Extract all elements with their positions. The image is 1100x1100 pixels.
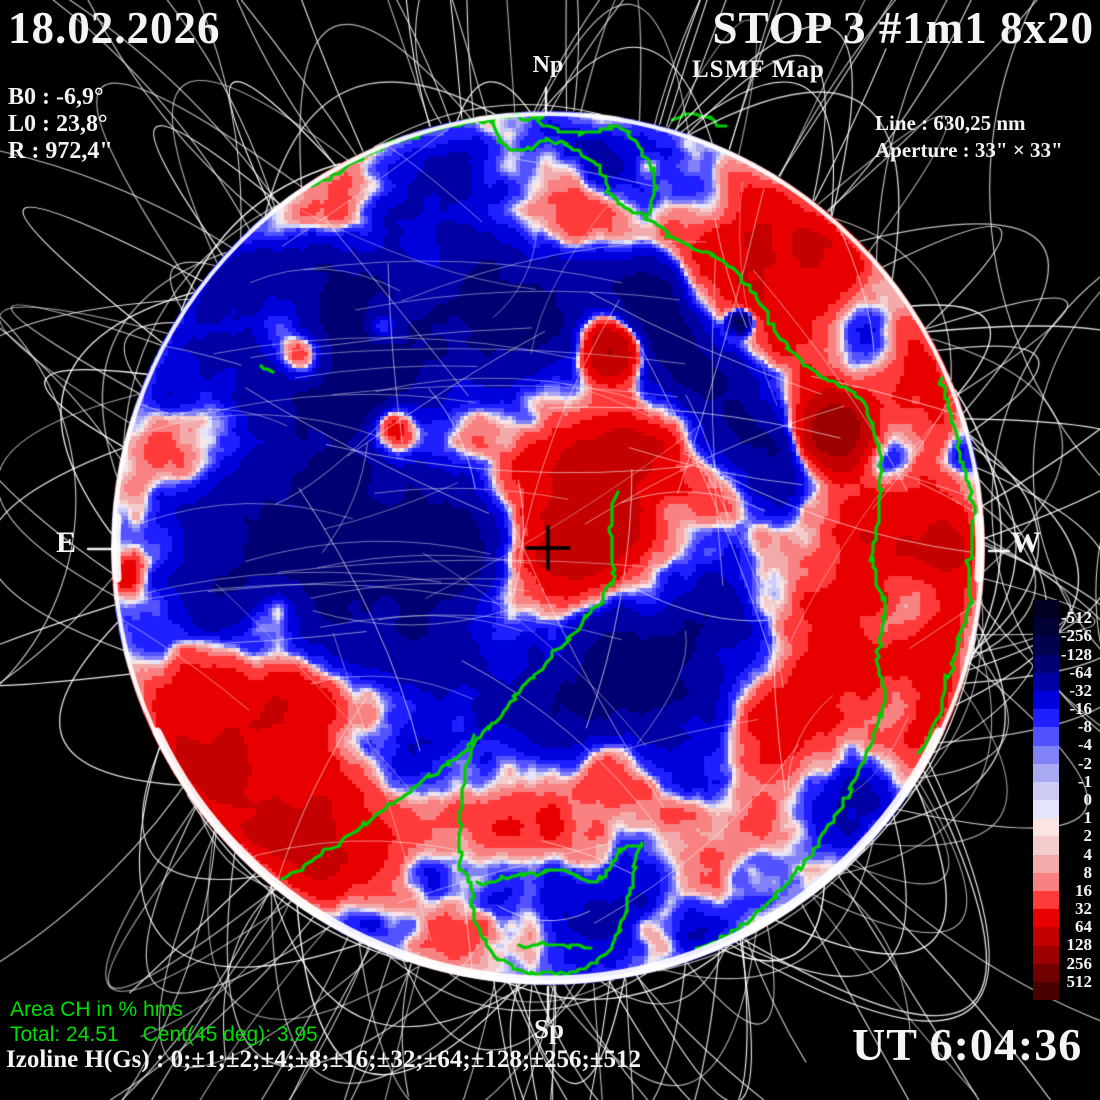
colorbar-cell: [1033, 709, 1059, 728]
area-ch-label: Area CH in % hms: [10, 998, 183, 1021]
izoline-legend: Izoline H(Gs) : 0;±1;±2;±4;±8;±16;±32;±6…: [6, 1046, 642, 1073]
west-label: W: [1011, 526, 1041, 559]
colorbar-cell: [1033, 927, 1059, 946]
colorbar-label: 2: [1083, 826, 1093, 846]
colorbar-label: 64: [1075, 917, 1092, 937]
colorbar-cell: [1033, 945, 1059, 964]
l0-value: L0 : 23,8°: [8, 111, 108, 137]
colorbar-cell: [1033, 909, 1059, 928]
colorbar-label: -8: [1077, 717, 1092, 737]
colorbar-cell: [1033, 891, 1059, 910]
colorbar-cell: [1033, 854, 1059, 873]
colorbar-cell: [1033, 618, 1059, 637]
colorbar-label: -256: [1060, 626, 1092, 646]
colorbar-cell: [1033, 818, 1059, 837]
colorbar-cell: [1033, 636, 1059, 655]
area-cent-value: Cent(45 deg): 3.95: [142, 1023, 318, 1046]
map-type-label: LSMF Map: [692, 56, 825, 83]
area-ch-stats: Total: 24.51 Cent(45 deg): 3.95: [10, 1023, 318, 1047]
colorbar-label: 128: [1066, 935, 1093, 955]
colorbar-label: -128: [1060, 644, 1092, 664]
colorbar-label: 0: [1083, 790, 1093, 809]
colorbar: [1033, 600, 1059, 1001]
instrument-settings: Line : 630,25 nm Aperture : 33" × 33": [875, 110, 1063, 164]
colorbar-label: -64: [1069, 662, 1092, 682]
colorbar-cell: [1033, 963, 1059, 982]
colorbar-cell: [1033, 763, 1059, 782]
colorbar-cell: [1033, 600, 1059, 619]
colorbar-label: -2: [1077, 753, 1092, 773]
page-title: STOP 3 #1m1 8x20: [712, 3, 1094, 53]
area-total-value: Total: 24.51: [10, 1023, 119, 1046]
colorbar-cell: [1033, 800, 1059, 819]
colorbar-cell: [1033, 690, 1059, 710]
colorbar-cell: [1033, 654, 1059, 673]
b0-value: B0 : -6,9°: [8, 84, 104, 110]
east-label: E: [56, 526, 77, 559]
line-value: Line : 630,25 nm: [875, 111, 1026, 135]
colorbar-cell: [1033, 872, 1059, 891]
aperture-value: Aperture : 33" × 33": [875, 138, 1063, 162]
colorbar-label: 32: [1075, 899, 1092, 919]
colorbar-cell: [1033, 745, 1059, 764]
colorbar-label: -4: [1077, 735, 1092, 755]
colorbar-cell: [1033, 672, 1059, 691]
r-value: R : 972,4": [8, 138, 113, 164]
north-pole-label: Np: [532, 52, 564, 78]
colorbar-cell: [1033, 727, 1059, 746]
colorbar-label: -16: [1069, 699, 1092, 719]
colorbar-label: 8: [1083, 862, 1093, 882]
colorbar-cell: [1033, 836, 1059, 855]
colorbar-label: -512: [1060, 608, 1092, 628]
date-label: 18.02.2026: [8, 3, 221, 53]
colorbar-label: 4: [1083, 844, 1093, 864]
colorbar-cell: [1033, 781, 1059, 801]
colorbar-label: 512: [1066, 971, 1093, 991]
colorbar-label: -32: [1069, 680, 1092, 700]
observation-params: B0 : -6,9° L0 : 23,8° R : 972,4": [8, 84, 113, 165]
south-pole-label: Sp: [533, 1014, 565, 1044]
colorbar-label: 16: [1075, 880, 1092, 900]
ut-time-label: UT 6:04:36: [852, 1019, 1083, 1070]
colorbar-label: -1: [1077, 771, 1092, 791]
colorbar-cell: [1033, 981, 1059, 1001]
colorbar-label: 1: [1083, 808, 1093, 828]
colorbar-label: 256: [1066, 953, 1093, 973]
